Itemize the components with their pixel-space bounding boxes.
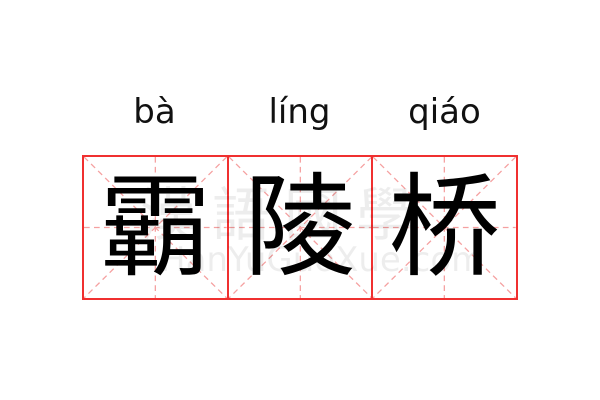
guide-lines bbox=[373, 157, 517, 298]
character-cell: 桥 bbox=[371, 157, 517, 298]
pinyin-3: qiáo bbox=[408, 92, 481, 132]
pinyin-1: bà bbox=[133, 92, 176, 132]
character-cell: 陵 bbox=[226, 157, 372, 298]
character-cell: 霸 bbox=[84, 157, 227, 298]
character-grid: 霸 陵 桥 bbox=[82, 155, 518, 300]
pinyin-2: líng bbox=[268, 92, 331, 132]
character-3: 桥 bbox=[388, 162, 501, 293]
guide-lines bbox=[84, 157, 227, 298]
character-2: 陵 bbox=[244, 162, 356, 293]
character-1: 霸 bbox=[99, 162, 212, 293]
guide-lines bbox=[228, 157, 372, 298]
